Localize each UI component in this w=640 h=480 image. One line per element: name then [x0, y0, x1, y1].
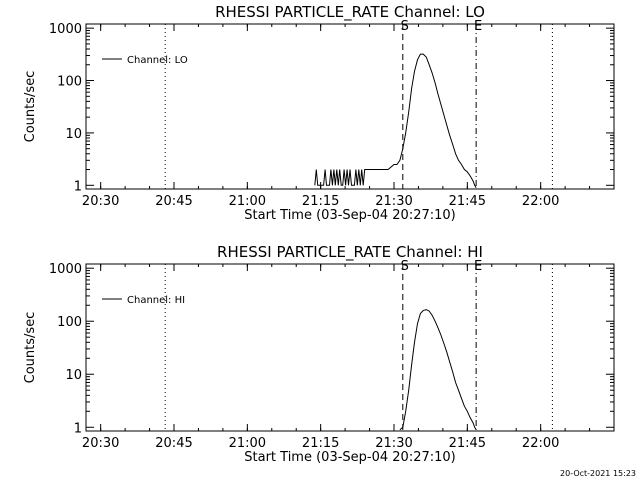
x-tick-label: 20:45: [155, 194, 192, 209]
x-tick-label: 21:45: [449, 436, 486, 451]
y-tick-label: 10: [65, 368, 82, 383]
y-tick-label: 1000: [49, 22, 82, 37]
chart-title: RHESSI PARTICLE_RATE Channel: LO: [215, 3, 485, 22]
legend-label: Channel: LO: [127, 55, 188, 66]
y-axis-label: Counts/sec: [23, 312, 38, 384]
timestamp: 20-Oct-2021 15:23: [560, 469, 636, 478]
y-tick-label: 100: [57, 75, 82, 90]
x-tick-label: 20:30: [82, 194, 119, 209]
chart-panel-hi: RHESSI PARTICLE_RATE Channel: HI 20:30 20:…: [23, 243, 615, 465]
x-tick-label: 21:30: [375, 194, 412, 209]
y-tick-label: 100: [57, 315, 82, 330]
marker-label: E: [474, 19, 482, 34]
x-tick-label: 22:00: [522, 436, 559, 451]
x-tick-label: 22:00: [522, 194, 559, 209]
chart-panel-lo: RHESSI PARTICLE_RATE Channel: LO 20:30 20:…: [23, 3, 615, 223]
plot-frame: [85, 263, 615, 432]
marker-label: S: [401, 259, 409, 274]
x-tick-label: 21:15: [302, 194, 339, 209]
x-tick-label: 21:30: [375, 436, 412, 451]
marker-label: S: [401, 19, 409, 34]
y-tick-label: 10: [65, 127, 82, 142]
y-axis-label: Counts/sec: [23, 71, 38, 143]
y-tick-label: 1: [74, 421, 82, 436]
marker-label: E: [474, 259, 482, 274]
x-axis-label: Start Time (03-Sep-04 20:27:10): [244, 208, 455, 223]
plot-frame: [85, 23, 615, 190]
x-tick-label: 21:00: [229, 436, 266, 451]
y-tick-label: 1000: [49, 262, 82, 277]
x-tick-label: 20:30: [82, 436, 119, 451]
x-tick-label: 21:45: [449, 194, 486, 209]
series-line: [399, 309, 477, 431]
y-tick-label: 1: [74, 179, 82, 194]
x-axis-label: Start Time (03-Sep-04 20:27:10): [244, 450, 455, 465]
x-tick-label: 21:00: [229, 194, 266, 209]
series-line: [314, 53, 477, 188]
chart-title: RHESSI PARTICLE_RATE Channel: HI: [217, 243, 483, 262]
x-tick-label: 21:15: [302, 436, 339, 451]
legend-label: Channel: HI: [127, 295, 185, 306]
x-tick-label: 20:45: [155, 436, 192, 451]
